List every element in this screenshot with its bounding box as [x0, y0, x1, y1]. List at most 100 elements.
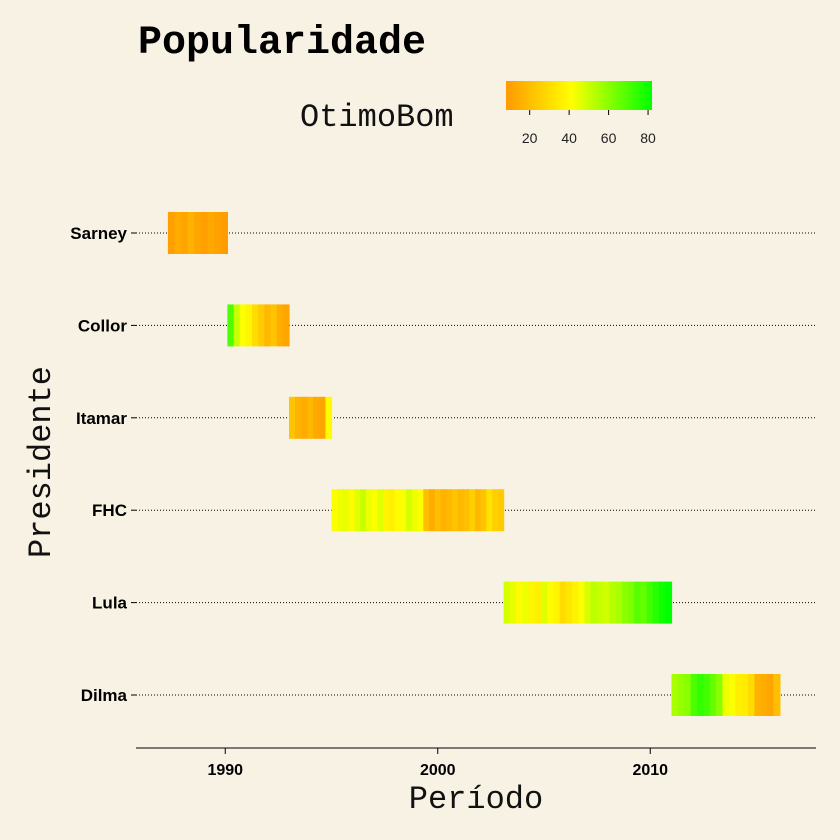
- heat-tile: [603, 581, 610, 624]
- y-tick-label: Collor: [78, 316, 127, 335]
- legend-tick-label: 20: [522, 130, 538, 146]
- heat-tile: [754, 674, 762, 716]
- heat-tile: [627, 581, 635, 624]
- heat-tile: [497, 489, 505, 532]
- heat-tile: [748, 674, 755, 716]
- heat-tile: [540, 581, 548, 624]
- heat-tile: [728, 674, 736, 716]
- heat-tile: [534, 581, 542, 624]
- heat-tile: [590, 581, 598, 624]
- heat-tile: [684, 674, 692, 716]
- x-axis-label: Período: [409, 781, 543, 818]
- heat-tile: [207, 212, 215, 254]
- heat-tile: [245, 304, 253, 347]
- heat-tile: [516, 581, 523, 624]
- heat-tile: [553, 581, 561, 624]
- heat-tile: [440, 489, 447, 532]
- x-tick-label: 1990: [207, 762, 243, 779]
- heat-tile: [528, 581, 536, 624]
- heat-tile: [354, 489, 361, 532]
- heat-tile: [342, 489, 350, 532]
- heat-tile: [313, 396, 320, 439]
- heat-tile: [547, 581, 554, 624]
- heat-tile: [451, 489, 459, 532]
- heat-tile: [258, 304, 265, 347]
- heat-tile: [377, 489, 384, 532]
- heat-tile: [187, 212, 195, 254]
- y-tick-label: Sarney: [70, 224, 127, 243]
- heat-tile: [463, 489, 470, 532]
- heat-tile: [337, 489, 344, 532]
- y-tick-label: Itamar: [76, 409, 127, 428]
- heat-tile: [348, 489, 356, 532]
- heat-tile: [276, 304, 284, 347]
- heat-tile: [227, 304, 235, 347]
- heat-tile: [709, 674, 717, 716]
- legend-tick-label: 80: [640, 130, 656, 146]
- heat-tile: [400, 489, 407, 532]
- heat-tile: [697, 674, 704, 716]
- heat-tile: [760, 674, 768, 716]
- chart-title: Popularidade: [138, 21, 426, 66]
- heat-tile: [671, 674, 679, 716]
- heat-tile: [331, 489, 338, 532]
- heat-tile: [423, 489, 430, 532]
- heat-tile: [469, 489, 476, 532]
- heat-tile: [652, 581, 660, 624]
- y-tick-label: Lula: [92, 594, 127, 613]
- legend-tick-label: 40: [561, 130, 577, 146]
- heat-tile: [446, 489, 453, 532]
- heat-tile: [417, 489, 424, 532]
- heat-tile: [181, 212, 189, 254]
- x-tick-label: 2000: [420, 762, 456, 779]
- heat-tile: [615, 581, 623, 624]
- heat-tile: [434, 489, 442, 532]
- legend-title: OtimoBom: [300, 99, 454, 136]
- heat-tile: [767, 674, 775, 716]
- heat-tile: [200, 212, 209, 254]
- heat-tile: [572, 581, 579, 624]
- heat-tile: [492, 489, 499, 532]
- heat-tile: [509, 581, 517, 624]
- heat-tile: [486, 489, 493, 532]
- heat-tile: [609, 581, 617, 624]
- heat-tile: [194, 212, 202, 254]
- heat-tile: [325, 396, 333, 439]
- heat-tile: [289, 396, 296, 439]
- heat-tile: [621, 581, 629, 624]
- heat-tile: [429, 489, 436, 532]
- heat-tile: [371, 489, 378, 532]
- heat-tile: [406, 489, 413, 532]
- heat-tile: [388, 489, 396, 532]
- heat-tile: [220, 212, 228, 254]
- heat-tile: [703, 674, 711, 716]
- heat-tile: [578, 581, 586, 624]
- heat-tile: [559, 581, 567, 624]
- heat-tile: [716, 674, 724, 716]
- heat-tile: [360, 489, 367, 532]
- heat-tile: [646, 581, 654, 624]
- heat-tile: [584, 581, 592, 624]
- heat-tile: [383, 489, 390, 532]
- heat-tile: [741, 674, 749, 716]
- heat-tile: [319, 396, 327, 439]
- heat-tile: [659, 581, 666, 624]
- heat-tile: [252, 304, 259, 347]
- heat-tile: [773, 674, 781, 716]
- x-tick-label: 2010: [632, 762, 668, 779]
- heat-tile: [365, 489, 373, 532]
- heat-tile: [503, 581, 511, 624]
- heat-tile: [264, 304, 272, 347]
- heat-tile: [665, 581, 673, 624]
- heat-tile: [474, 489, 482, 532]
- heat-tile: [174, 212, 182, 254]
- heat-tile: [295, 396, 302, 439]
- heat-tile: [301, 396, 308, 439]
- heat-tile: [565, 581, 573, 624]
- y-tick-label: FHC: [92, 501, 127, 520]
- heat-tile: [411, 489, 419, 532]
- heat-tile: [634, 581, 642, 624]
- legend-colorbar: [506, 81, 652, 110]
- heat-tile: [239, 304, 247, 347]
- heat-tile: [214, 212, 222, 254]
